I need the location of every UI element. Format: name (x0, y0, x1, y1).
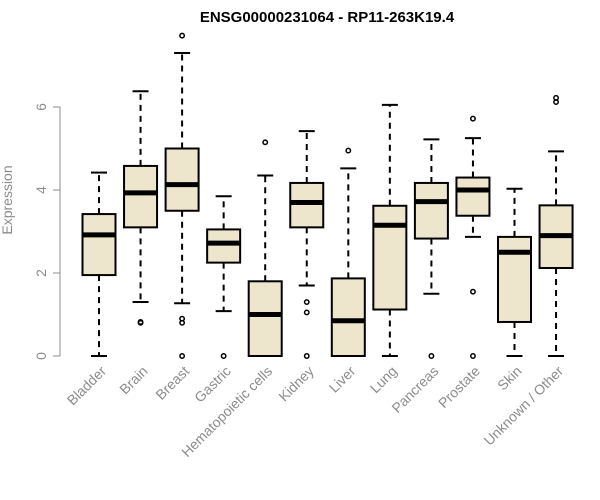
box-hematopoietic-cells (247, 139, 283, 357)
outlier-point (220, 353, 227, 359)
outlier-point (345, 147, 352, 154)
box-iqr (289, 181, 325, 229)
outlier-point (470, 353, 476, 359)
x-category-label: Prostate (435, 363, 483, 411)
box-breast (164, 32, 200, 359)
box-unknown-other (538, 94, 574, 357)
box-iqr (497, 235, 532, 323)
outlier-point (262, 139, 269, 146)
outlier-point (428, 353, 435, 359)
box-iqr (455, 176, 491, 217)
y-axis: 0 2 4 6 (33, 103, 61, 360)
box-gastric (206, 195, 242, 359)
x-category-label: Unknown / Other (481, 363, 567, 449)
y-tick-label: 0 (33, 352, 49, 360)
box-iqr (164, 147, 200, 212)
box-skin (497, 187, 532, 357)
x-category-label: Breast (152, 363, 192, 403)
outlier-point (470, 288, 476, 295)
outlier-point (179, 353, 186, 359)
outlier-point (470, 115, 476, 122)
box-brain (123, 90, 159, 326)
box-iqr (123, 164, 159, 229)
y-tick-label: 2 (33, 269, 49, 277)
outlier-point (137, 319, 144, 325)
box-iqr (330, 277, 366, 357)
x-category-label: Skin (494, 363, 525, 394)
x-category-label: Bladder (64, 363, 110, 409)
box-iqr (81, 213, 117, 277)
box-series (81, 32, 574, 359)
box-prostate (455, 115, 491, 359)
box-bladder (81, 171, 117, 357)
y-axis-label: Expression (0, 165, 15, 234)
chart-title: ENSG00000231064 - RP11-263K19.4 (200, 9, 455, 26)
box-lung (372, 103, 408, 357)
box-pancreas (413, 138, 449, 359)
outlier-point (303, 299, 310, 305)
box-liver (330, 147, 366, 357)
box-iqr (247, 280, 283, 357)
outlier-point (179, 32, 186, 39)
y-tick-label: 4 (33, 186, 49, 194)
x-category-label: Lung (367, 363, 400, 396)
box-iqr (206, 228, 242, 264)
y-tick-label: 6 (33, 103, 49, 111)
outlier-point (303, 309, 310, 316)
outlier-point (179, 315, 186, 322)
x-category-label: Brain (116, 363, 150, 397)
box-iqr (413, 181, 449, 240)
x-category-label: Liver (326, 363, 359, 396)
x-category-label: Kidney (275, 363, 317, 405)
outlier-point (303, 353, 310, 359)
box-kidney (289, 130, 325, 359)
box-iqr (372, 204, 408, 311)
outlier-point (553, 94, 559, 101)
